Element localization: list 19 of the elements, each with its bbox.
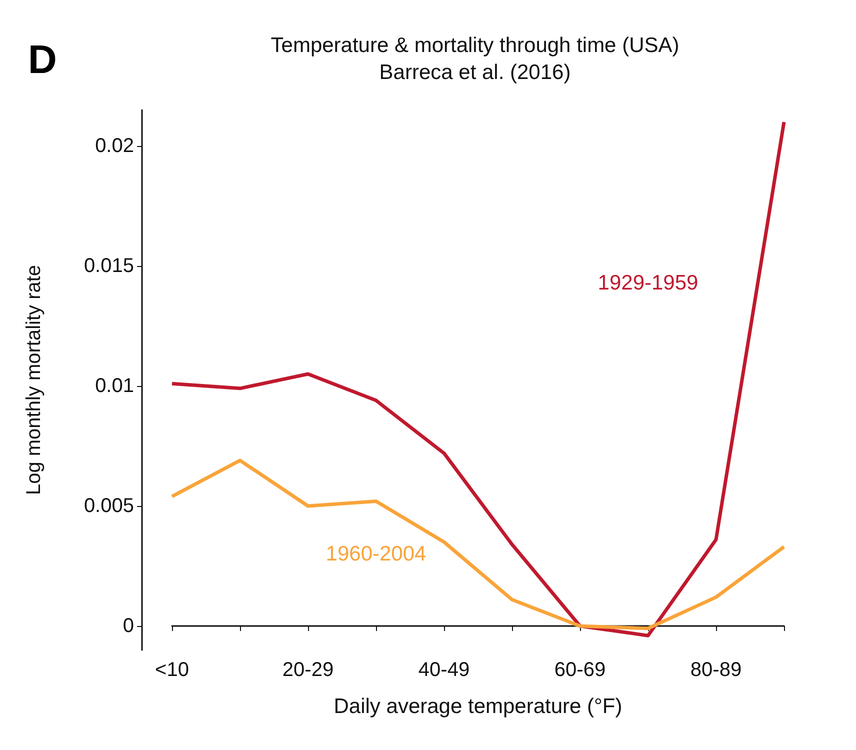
text: D — [28, 38, 57, 82]
chart-title: Temperature & mortality through time (USA) — [270, 34, 680, 57]
series-label: 1960-2004 — [326, 542, 427, 566]
y-tick-label: 0.005 — [84, 495, 134, 517]
x-tick-label: 40-49 — [418, 659, 470, 681]
x-tick-label: 80-89 — [690, 659, 742, 681]
y-axis-title: Log monthly mortality rate — [23, 264, 45, 496]
y-tick-label: 0.01 — [95, 375, 134, 397]
x-tick-label: 20-29 — [282, 659, 334, 681]
y-tick-label: 0 — [122, 615, 134, 637]
y-tick-label: 0.02 — [95, 135, 134, 157]
x-tick-label: <10 — [155, 659, 189, 681]
x-axis-title: Daily average temperature (°F) — [334, 695, 622, 718]
x-tick-label: 60-69 — [554, 659, 606, 681]
text: 1929-1959 — [598, 271, 698, 294]
chart-subtitle: Barreca et al. (2016) — [379, 61, 571, 84]
y-tick-label: 0.015 — [84, 255, 134, 277]
line-series — [170, 120, 786, 638]
line-series — [170, 458, 786, 630]
